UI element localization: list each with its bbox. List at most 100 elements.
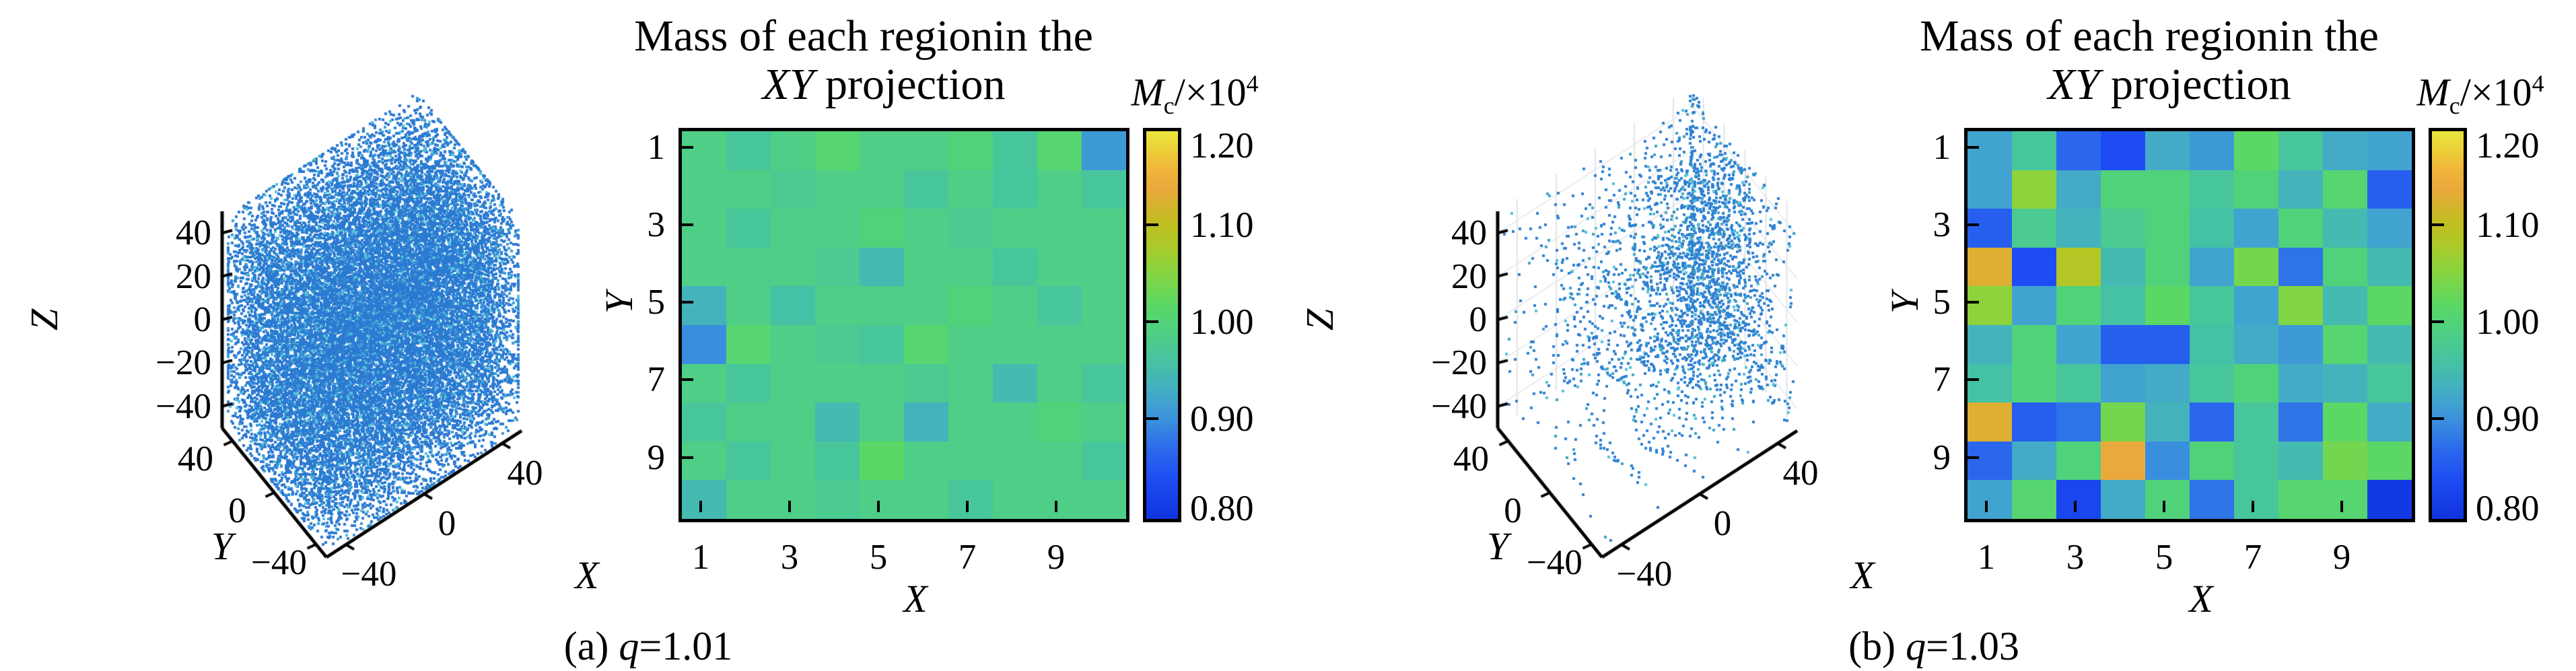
caption-value: =1.03 [1926,624,2019,668]
heatmap-a-cell-r7-c7 [948,363,993,403]
heatmap-a-cell-r2-c5 [860,170,904,209]
heatmap-a-cell-r1-c10 [1082,131,1126,170]
heatmap-a-cell-r9-c5 [860,441,904,481]
caption-value: =1.01 [639,624,733,668]
heatmap-b-cell-r8-c10 [2367,402,2412,442]
heatmap-b-cell-r5-c7 [2234,286,2278,325]
heatmap-a-cell-r7-c5 [860,363,904,403]
heatmap-b-cell-r3-c3 [2056,209,2101,248]
heatmap-b-cell-r2-c3 [2056,170,2101,209]
heatmap-a-cell-r4-c7 [948,247,993,287]
z-label-text: Z [1298,308,1342,331]
heatmap-a-cell-r5-c4 [815,286,860,325]
heatmap-b-cell-r9-c7 [2234,441,2278,481]
colorbar-b-label-1.10: 1.10 [2476,205,2540,245]
heatmap-b-cell-r3-c9 [2323,209,2367,248]
heatmap-a-cell-r4-c8 [993,247,1037,287]
colorbar-b-label-1.20: 1.20 [2476,125,2540,166]
heatmap-b-cell-r9-c3 [2056,441,2101,481]
heatmap-b-cell-r6-c9 [2323,324,2367,364]
heatmap-b-cell-r4-c3 [2056,247,2101,287]
caption-b: (b) q=1.03 [1848,624,2019,668]
title-text: Mass of each regionin the [1920,11,2379,61]
title-rest: projection [814,60,1006,109]
heatmap-a-cell-r9-c3 [771,441,815,481]
heatmap-b-cell-r4-c6 [2190,247,2234,287]
heatmap-b-cell-r7-c3 [2056,363,2101,403]
heatmap-a-cell-r7-c1 [682,363,726,403]
heatmap-b-cell-r6-c10 [2367,324,2412,364]
heatmap-a-cell-r8-c3 [771,402,815,442]
caption-index: (a) [563,624,619,668]
colorbar-a-label-1.10: 1.10 [1190,205,1254,245]
heatmap-b-cell-r6-c2 [2012,324,2056,364]
y-label-text: Y [1486,524,1509,568]
heatmap-b-cell-r1-c8 [2278,131,2323,170]
heatmap-a-cell-r3-c9 [1037,209,1082,248]
heatmap-b-cell-r8-c9 [2323,402,2367,442]
colorbar-a-header: Mc/×104 [1087,62,1302,127]
heatmap-a-cell-r10-c10 [1082,480,1126,519]
heatmap-a-cell-r3-c3 [771,209,815,248]
heatmap-a-cell-r9-c9 [1037,441,1082,481]
heatmap-a-cell-r10-c4 [815,480,860,519]
heatmap-a-cell-r6-c6 [904,324,948,364]
heatmap-a-cell-r9-c2 [726,441,771,481]
heatmap-b-cell-r2-c1 [1968,170,2012,209]
heatmap-a-cell-r7-c3 [771,363,815,403]
heatmap-a-cell-r7-c4 [815,363,860,403]
scatter3d-b-x-axis-label: X [1850,555,1874,596]
title-italic-xy: XY [2048,60,2100,109]
heatmap-b-cell-r10-c2 [2012,480,2056,519]
heatmap-b-cell-r9-c1 [1968,441,2012,481]
heatmap-b-cell-r4-c1 [1968,247,2012,287]
colorbar-b-label-0.90: 0.90 [2476,398,2540,439]
mc-sup: 4 [1246,70,1259,97]
mc-rest: /×10 [2460,70,2532,114]
heatmap-a-cell-r5-c3 [771,286,815,325]
heatmap-a-cell-r4-c6 [904,247,948,287]
heatmap-a-cell-r1-c2 [726,131,771,170]
heatmap-a-cell-r6-c5 [860,324,904,364]
heatmap-b-cell-r3-c6 [2190,209,2234,248]
heatmap-a-cell-r7-c6 [904,363,948,403]
title-text: Mass of each regionin the [634,11,1093,61]
heatmap-a-xtick-label-7: 7 [958,538,977,577]
heatmap-a-cell-r9-c10 [1082,441,1126,481]
heatmap-b-cell-r1-c9 [2323,131,2367,170]
heatmap-a-cell-r4-c9 [1037,247,1082,287]
heatmap-a-cell-r3-c6 [904,209,948,248]
scatter3d-b-z-axis-label: Z [1298,308,1342,331]
heatmap-a-cell-r7-c9 [1037,363,1082,403]
heatmap-b-cell-r8-c1 [1968,402,2012,442]
heatmap-b-cell-r7-c8 [2278,363,2323,403]
heatmap-a-cell-r3-c1 [682,209,726,248]
caption-var-q: q [619,624,639,668]
heatmap-a-cell-r2-c4 [815,170,860,209]
heatmap-a-cell-r6-c1 [682,324,726,364]
heatmap-a-cell-r4-c2 [726,247,771,287]
heatmap-b-cell-r6-c8 [2278,324,2323,364]
x-label-text: X [575,553,599,597]
heatmap-b-cell-r3-c10 [2367,209,2412,248]
colorbar-a-label-0.80: 0.80 [1190,488,1254,528]
colorbar-b-label-1.00: 1.00 [2476,302,2540,342]
heatmap-a-cell-r8-c9 [1037,402,1082,442]
mc-sup: 4 [2532,70,2544,97]
heatmap-b-cell-r1-c4 [2101,131,2145,170]
heatmap-a-cell-r10-c7 [948,480,993,519]
heatmap-b-cell-r1-c1 [1968,131,2012,170]
heatmap-a-cell-r4-c3 [771,247,815,287]
heatmap-a-cell-r8-c2 [726,402,771,442]
heatmap-a-x-axis-label: X [903,579,927,619]
scatter3d-a-y-axis-label: Y [211,526,233,567]
heatmap-b-cell-r4-c5 [2145,247,2190,287]
z-label-text: Z [22,308,66,331]
colorbar-a-label-1.00: 1.00 [1190,302,1254,342]
heatmap-b-cell-r2-c6 [2190,170,2234,209]
heatmap-b-cell-r6-c5 [2145,324,2190,364]
heatmap-a-grid [678,128,1129,522]
heatmap-a-cell-r10-c1 [682,480,726,519]
heatmap-b-cell-r9-c4 [2101,441,2145,481]
heatmap-b-cell-r7-c7 [2234,363,2278,403]
